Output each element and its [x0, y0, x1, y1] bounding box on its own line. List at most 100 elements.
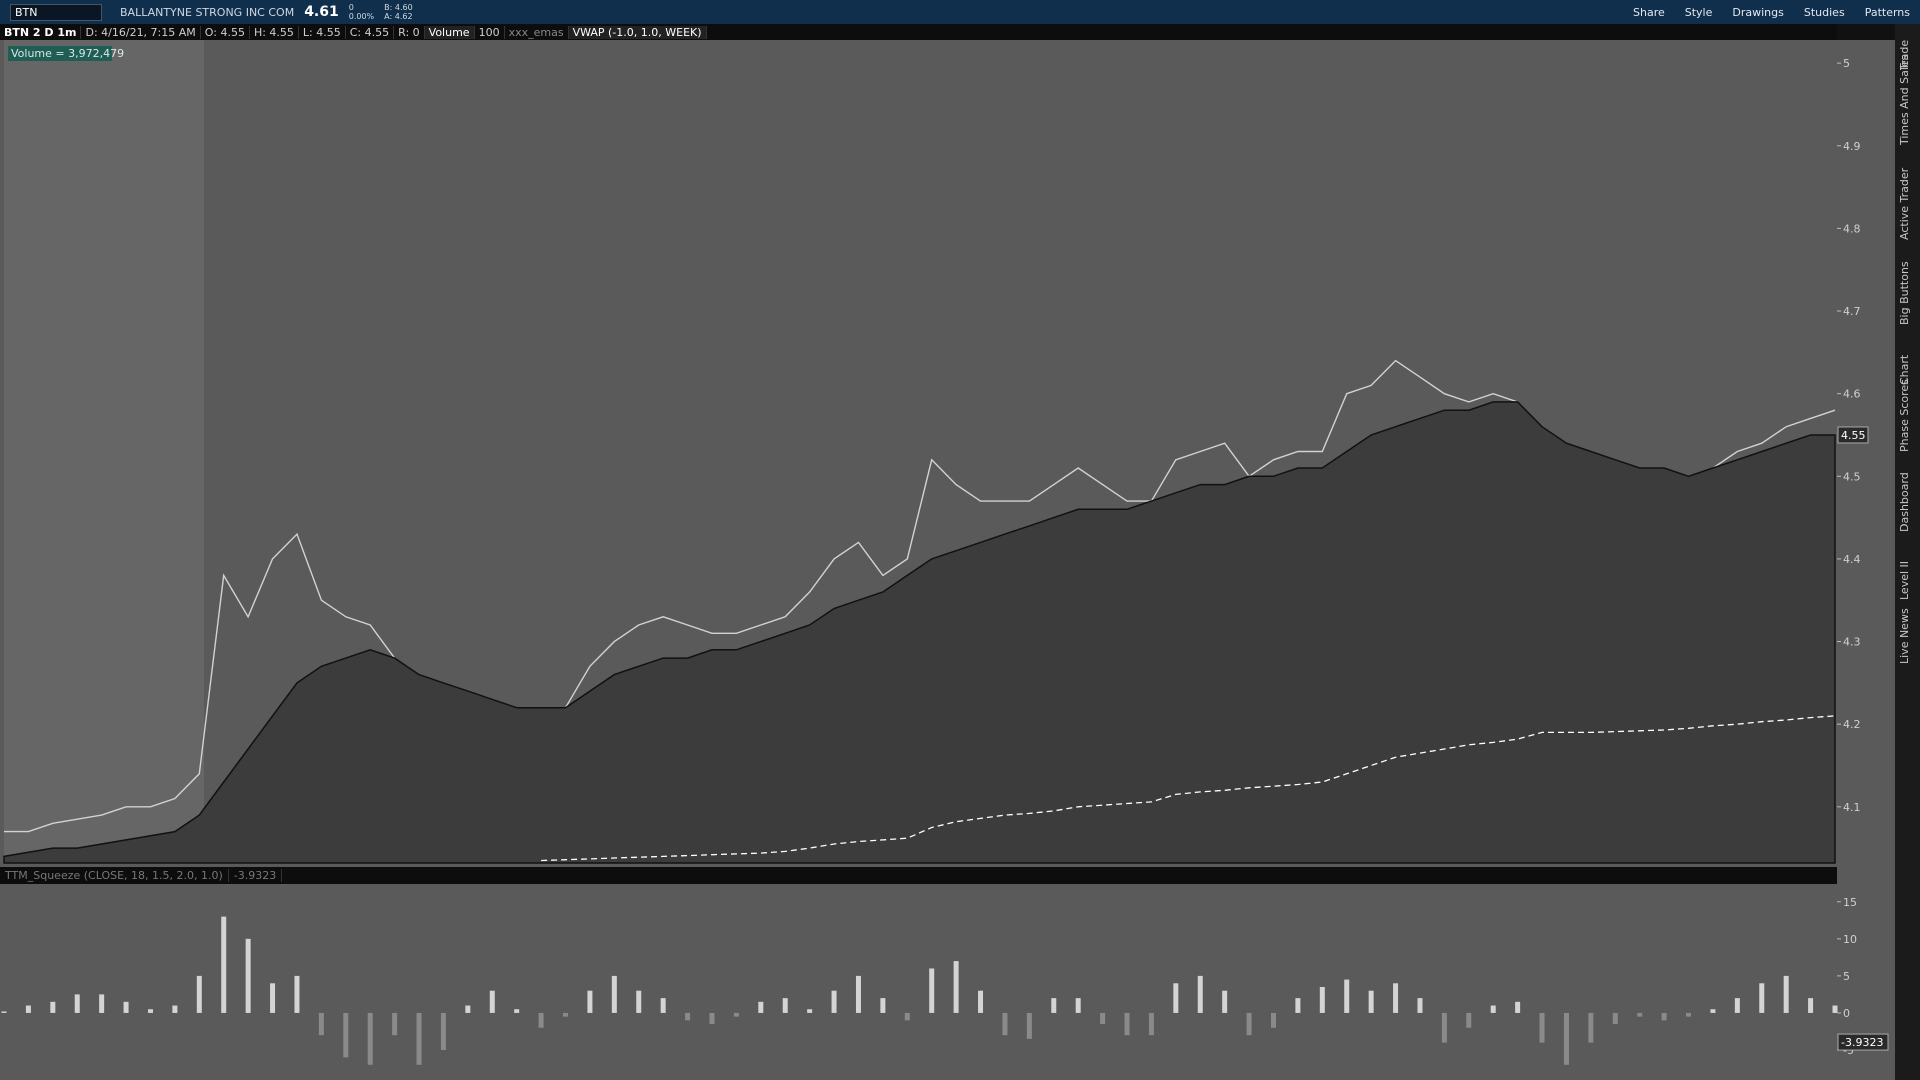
- vwap-study[interactable]: VWAP (-1.0, 1.0, WEEK): [568, 25, 707, 39]
- squeeze-bar: [1637, 1012, 1643, 1017]
- vwap-line: [541, 715, 1836, 862]
- last-value-box: [1837, 1033, 1889, 1051]
- volume-study[interactable]: Volume: [424, 25, 475, 39]
- squeeze-bar: [929, 968, 935, 1013]
- squeeze-bar: [99, 994, 105, 1013]
- squeeze-bar: [1417, 998, 1423, 1013]
- side-tab[interactable]: Active Trader: [1898, 167, 1911, 240]
- share-button[interactable]: Share: [1633, 5, 1665, 19]
- squeeze-header: TTM_Squeeze (CLOSE, 18, 1.5, 2.0, 1.0) -…: [0, 867, 1837, 884]
- squeeze-bar: [465, 1005, 471, 1013]
- change-abs: 0: [348, 3, 354, 12]
- squeeze-bar: [807, 1009, 813, 1013]
- ask: A: 4.62: [384, 12, 413, 21]
- company: BALLANTYNE STRONG INC COM: [120, 5, 295, 19]
- squeeze-bar: [782, 998, 788, 1013]
- last-value-label: -3.9323: [1841, 1036, 1883, 1049]
- squeeze-bar: [636, 990, 642, 1013]
- low: L: 4.55: [299, 25, 346, 39]
- squeeze-bar: [660, 998, 666, 1013]
- squeeze-bar: [1710, 1009, 1716, 1013]
- open: O: 4.55: [201, 25, 250, 39]
- change: 0 0.00%: [349, 3, 374, 21]
- side-tab[interactable]: Times And Sales: [1898, 54, 1911, 145]
- squeeze-bar: [733, 1012, 739, 1017]
- squeeze-bar: [1612, 1012, 1618, 1025]
- squeeze-bar: [880, 998, 886, 1013]
- y-tick-label: 15: [1843, 896, 1857, 909]
- squeeze-bar: [1515, 1001, 1521, 1013]
- y-tick-label: 5: [1843, 57, 1850, 70]
- squeeze-bar: [685, 1012, 691, 1021]
- y-tick-label: 4.1: [1843, 801, 1861, 814]
- squeeze-bar: [50, 1001, 56, 1013]
- last-value-box: [1837, 426, 1869, 444]
- squeeze-bar: [1002, 1012, 1008, 1036]
- squeeze-bar: [1393, 983, 1399, 1013]
- squeeze-bar: [147, 1009, 153, 1013]
- y-tick-label: 4.9: [1843, 140, 1861, 153]
- squeeze-bar: [709, 1012, 715, 1025]
- squeeze-bar: [1734, 998, 1740, 1013]
- side-tab[interactable]: Live News: [1898, 608, 1911, 664]
- axis-background: [1837, 40, 1895, 1080]
- y-tick-label: 4.3: [1843, 636, 1861, 649]
- squeeze-bar: [1539, 1012, 1545, 1043]
- squeeze-bar: [1148, 1012, 1154, 1036]
- chart-id[interactable]: BTN 2 D 1m: [0, 25, 82, 39]
- change-pct: 0.00%: [348, 12, 375, 21]
- squeeze-bar: [1295, 998, 1301, 1013]
- y-tick-label: 4.7: [1843, 305, 1861, 318]
- y-tick-label: 4.4: [1843, 553, 1861, 566]
- style-button[interactable]: Style: [1684, 5, 1713, 19]
- squeeze-bar: [1051, 998, 1057, 1013]
- volume-label-box: [8, 46, 112, 61]
- squeeze-bar: [1661, 1012, 1667, 1021]
- y-tick-label: 0: [1843, 1007, 1850, 1020]
- high: H: 4.55: [250, 25, 299, 39]
- squeeze-value: -3.9323: [229, 869, 283, 882]
- squeeze-bar: [294, 975, 300, 1013]
- squeeze-bar: [758, 1001, 764, 1013]
- squeeze-bar: [270, 983, 276, 1013]
- side-tab[interactable]: Big Buttons: [1898, 261, 1911, 325]
- side-tab[interactable]: Phase Scores: [1898, 379, 1911, 452]
- symbol-box[interactable]: BTN: [10, 3, 102, 21]
- squeeze-bar: [221, 916, 227, 1013]
- squeeze-bar: [1100, 1012, 1106, 1025]
- squeeze-bar: [1319, 987, 1325, 1013]
- side-tab[interactable]: Level II: [1898, 560, 1911, 600]
- squeeze-bar: [1490, 1005, 1496, 1013]
- y-tick-label: 5: [1843, 970, 1850, 983]
- squeeze-bar: [196, 975, 202, 1013]
- squeeze-bar: [1808, 998, 1814, 1013]
- squeeze-bar: [245, 938, 251, 1013]
- squeeze-title[interactable]: TTM_Squeeze (CLOSE, 18, 1.5, 2.0, 1.0): [0, 869, 229, 882]
- side-tab[interactable]: Dashboard: [1898, 472, 1911, 532]
- volume-value: 100: [475, 25, 505, 39]
- squeeze-bar: [538, 1012, 544, 1028]
- studies-button[interactable]: Studies: [1803, 5, 1845, 19]
- premarket-shade: [4, 40, 204, 863]
- squeeze-bar: [1368, 990, 1374, 1013]
- squeeze-bar: [831, 990, 837, 1013]
- volume-label: Volume = 3,972,479: [11, 47, 124, 60]
- squeeze-bar: [489, 990, 495, 1013]
- squeeze-bar: [1246, 1012, 1252, 1036]
- squeeze-bar: [611, 975, 617, 1013]
- squeeze-bar: [25, 1005, 31, 1013]
- emas-study[interactable]: xxx_emas: [505, 25, 569, 39]
- toolbar: BTN BALLANTYNE STRONG INC COM 4.61 0 0.00…: [0, 0, 1920, 24]
- squeeze-bar: [74, 994, 80, 1013]
- ema-area: [3, 401, 1836, 864]
- squeeze-bar: [392, 1012, 398, 1036]
- squeeze-bar: [1197, 975, 1203, 1013]
- drawings-button[interactable]: Drawings: [1732, 5, 1784, 19]
- info-bar: BTN 2 D 1m D: 4/16/21, 7:15 AM O: 4.55 H…: [0, 24, 1837, 40]
- patterns-button[interactable]: Patterns: [1864, 5, 1910, 19]
- squeeze-bar: [1466, 1012, 1472, 1028]
- squeeze-bar: [1344, 979, 1350, 1013]
- squeeze-bar: [953, 961, 959, 1013]
- squeeze-bar: [1270, 1012, 1276, 1028]
